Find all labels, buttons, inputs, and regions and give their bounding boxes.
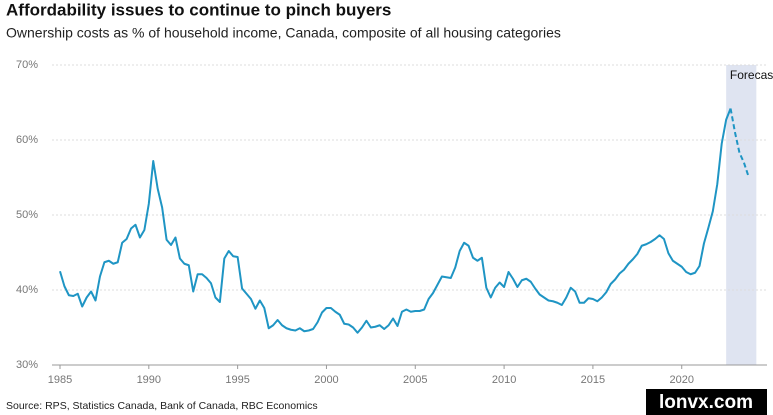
watermark-box bbox=[646, 389, 767, 415]
y-tick-label: 50% bbox=[16, 209, 38, 221]
chart-subtitle: Ownership costs as % of household income… bbox=[6, 25, 561, 41]
x-tick-label: 2015 bbox=[581, 374, 605, 386]
x-tick-label: 2005 bbox=[403, 374, 427, 386]
chart-title: Affordability issues to continue to pinc… bbox=[6, 0, 391, 19]
x-tick-label: 1985 bbox=[48, 374, 72, 386]
forecast-line bbox=[729, 108, 750, 177]
watermark: lonvx.com bbox=[659, 392, 753, 413]
x-tick-label: 2020 bbox=[669, 374, 693, 386]
x-tick-label: 1990 bbox=[137, 374, 161, 386]
y-tick-label: 70% bbox=[16, 59, 38, 71]
annotation: Forecast bbox=[730, 68, 773, 82]
y-tick-label: 40% bbox=[16, 284, 38, 296]
x-tick-label: 1995 bbox=[225, 374, 249, 386]
y-tick-label: 60% bbox=[16, 134, 38, 146]
y-tick-label: 30% bbox=[16, 359, 38, 371]
data-line bbox=[59, 108, 732, 334]
source-note: Source: RPS, Statistics Canada, Bank of … bbox=[6, 400, 318, 412]
x-tick-label: 2010 bbox=[492, 374, 516, 386]
x-tick-label: 2000 bbox=[314, 374, 338, 386]
